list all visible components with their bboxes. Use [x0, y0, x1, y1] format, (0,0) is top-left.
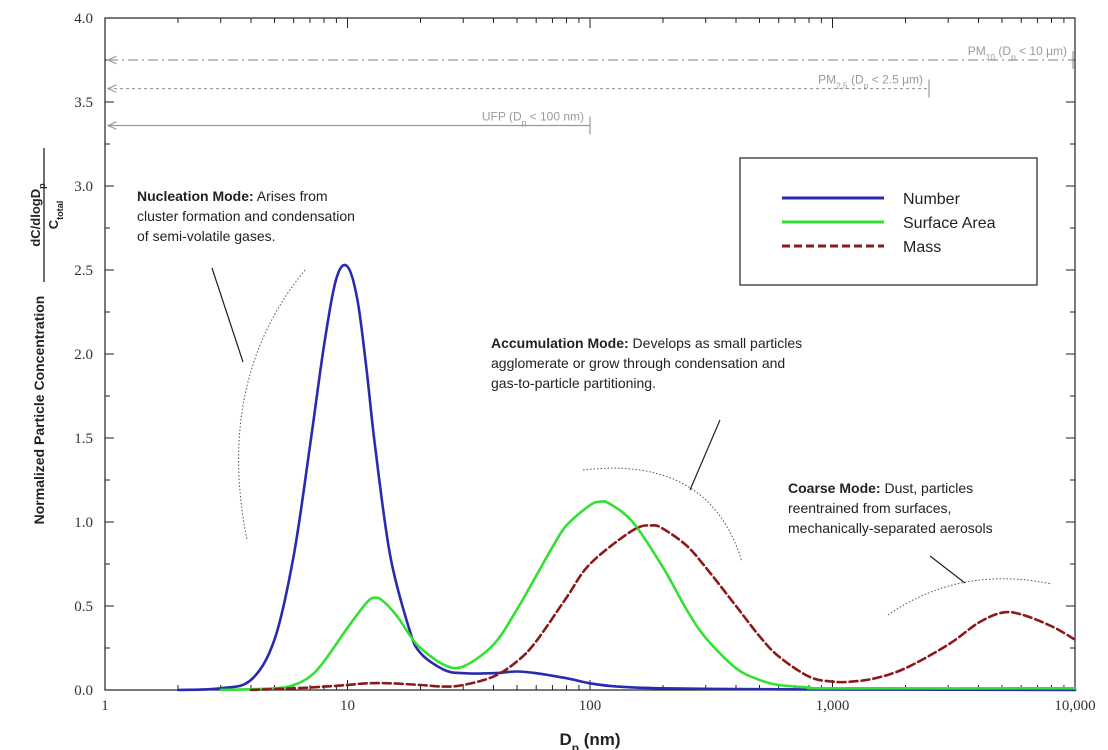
- annotation-coarse-line-0: Coarse Mode: Dust, particles: [788, 480, 973, 496]
- legend: Number Surface Area Mass: [739, 157, 1038, 286]
- range-label-1: PM2.5 (Dp < 2.5 μm): [818, 73, 923, 91]
- accumulation-bracket: [582, 467, 743, 563]
- y-axis-ratio-denominator: Ctotal: [46, 201, 65, 230]
- annotation-nucleation-line-1: cluster formation and condensation: [137, 208, 355, 224]
- x-axis-title: Dp (nm): [559, 730, 620, 750]
- accumulation-leader: [689, 419, 721, 491]
- coarse-bracket: [887, 578, 1053, 616]
- annotation-coarse-line-2: mechanically-separated aerosols: [788, 520, 993, 536]
- annotation-nucleation-line-2: of semi-volatile gases.: [137, 228, 276, 244]
- range-label-0: PM10 (Dp < 10 μm): [968, 44, 1067, 62]
- y-tick-label: 2.5: [74, 263, 93, 279]
- size-range-markers: PM10 (Dp < 10 μm) PM2.5 (Dp < 2.5 μm) UFP …: [108, 44, 1074, 135]
- y-tick-label: 2.0: [74, 347, 93, 363]
- coarse-leader: [929, 555, 966, 584]
- y-tick-label: 4.0: [74, 11, 93, 27]
- mode-brackets: [211, 267, 1053, 616]
- legend-label-number: Number: [903, 191, 961, 208]
- y-tick-label: 3.5: [74, 95, 93, 111]
- annotation-nucleation-line-0: Nucleation Mode: Arises from: [137, 188, 328, 204]
- annotation-accumulation-line-2: gas-to-particle partitioning.: [491, 375, 656, 391]
- nucleation-leader: [211, 267, 244, 363]
- annotation-accumulation-line-0: Accumulation Mode: Develops as small par…: [491, 335, 802, 351]
- y-tick-label: 1.0: [74, 515, 93, 531]
- x-tick-label: 1: [101, 698, 109, 714]
- series-line-surface-area: [219, 500, 1077, 692]
- nucleation-bracket: [238, 269, 306, 541]
- legend-label-mass: Mass: [903, 239, 941, 256]
- axis-titles: Dp (nm) Normalized Particle Concentration…: [28, 148, 621, 750]
- x-tick-label: 1,000: [816, 698, 850, 714]
- x-tick-label: 10: [340, 698, 355, 714]
- series-line-mass: [249, 524, 1077, 692]
- annotation-coarse-line-1: reentrained from surfaces,: [788, 500, 951, 516]
- annotation-accumulation-line-1: agglomerate or grow through condensation…: [491, 355, 785, 371]
- range-label-2: UFP (Dp < 100 nm): [482, 110, 584, 128]
- y-axis-ratio-numerator: dC/dlogDp: [28, 183, 47, 247]
- y-axis-title: Normalized Particle Concentration: [31, 296, 47, 525]
- x-tick-label: 100: [579, 698, 602, 714]
- x-tick-label: 10,000: [1054, 698, 1095, 714]
- legend-label-surface-area: Surface Area: [903, 215, 996, 232]
- series-line-number: [176, 263, 1077, 692]
- y-tick-label: 3.0: [74, 179, 93, 195]
- y-tick-label: 0.0: [74, 683, 93, 699]
- y-tick-label: 1.5: [74, 431, 93, 447]
- axis-ticks: 0.0 0.5 1.0 1.5 2.0 2.5 3.0 3.5 4.0 1 10 100 1,000 10…: [74, 11, 1095, 714]
- y-tick-label: 0.5: [74, 599, 93, 615]
- mode-annotations: Nucleation Mode: Arises from cluster form…: [137, 188, 993, 536]
- data-series: [176, 263, 1077, 692]
